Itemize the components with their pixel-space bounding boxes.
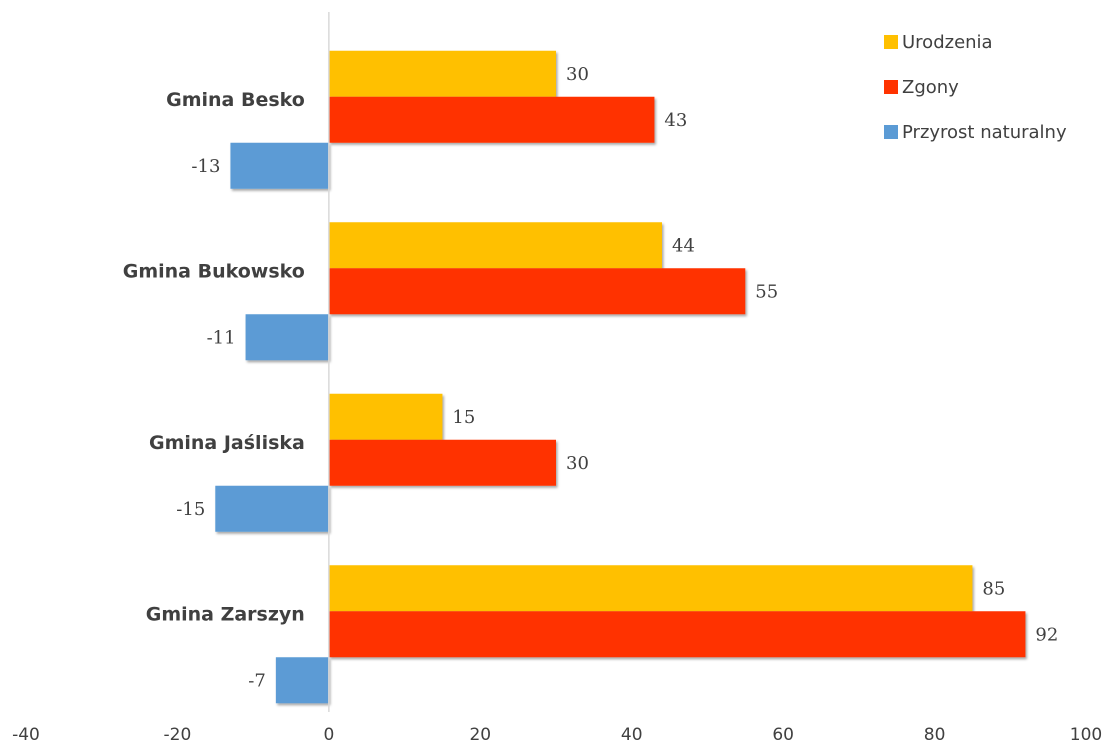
x-tick-label: 60 [772, 725, 794, 742]
data-label-przyrost-naturalny-gmina-zarszyn: -7 [248, 670, 266, 691]
x-tick-label: 20 [469, 725, 491, 742]
bar-przyrost-naturalny-gmina-bukowsko [245, 314, 329, 361]
legend-swatch-przyrost-naturalny [884, 125, 898, 139]
legend-swatch-urodzenia [884, 35, 898, 49]
data-label-urodzenia-gmina-jasliska: 15 [452, 407, 475, 428]
x-tick-label: 0 [323, 725, 334, 742]
x-axis-ticks: -40 -20 0 20 40 60 80 100 [12, 725, 1102, 742]
bar-urodzenia-gmina-besko [328, 50, 556, 97]
bar-przyrost-naturalny-gmina-zarszyn [275, 657, 329, 704]
bar-zgony-gmina-jasliska [328, 439, 556, 486]
data-label-zgony-gmina-besko: 43 [664, 110, 687, 131]
labels-layer: Gmina Besko 30 43 -13 Gmina Bukowsko 44 55 -11 G… [123, 64, 1059, 692]
legend-label-przyrost-naturalny: Przyrost naturalny [902, 122, 1067, 143]
data-label-urodzenia-gmina-zarszyn: 85 [982, 578, 1005, 599]
x-tick-label: -20 [164, 725, 192, 742]
x-tick-label: 80 [924, 725, 946, 742]
data-label-urodzenia-gmina-besko: 30 [566, 64, 589, 85]
legend-label-zgony: Zgony [902, 77, 959, 98]
data-label-zgony-gmina-bukowsko: 55 [755, 281, 778, 302]
category-label-gmina-bukowsko: Gmina Bukowsko [123, 260, 305, 282]
bar-przyrost-naturalny-gmina-jasliska [215, 485, 329, 532]
data-label-przyrost-naturalny-gmina-jasliska: -15 [176, 499, 205, 520]
data-label-zgony-gmina-zarszyn: 92 [1035, 624, 1058, 645]
bars-layer [215, 50, 1026, 704]
x-tick-label: -40 [12, 725, 40, 742]
data-label-urodzenia-gmina-bukowsko: 44 [672, 235, 695, 256]
data-label-przyrost-naturalny-gmina-besko: -13 [191, 156, 220, 177]
bar-urodzenia-gmina-zarszyn [328, 565, 973, 612]
data-label-przyrost-naturalny-gmina-bukowsko: -11 [207, 327, 236, 348]
bar-urodzenia-gmina-jasliska [328, 393, 443, 440]
x-tick-label: 100 [1070, 725, 1102, 742]
legend: Urodzenia Zgony Przyrost naturalny [884, 32, 1067, 143]
bar-urodzenia-gmina-bukowsko [328, 222, 662, 269]
data-label-zgony-gmina-jasliska: 30 [566, 453, 589, 474]
bar-zgony-gmina-besko [328, 96, 655, 143]
category-label-gmina-zarszyn: Gmina Zarszyn [146, 603, 305, 625]
category-label-gmina-besko: Gmina Besko [166, 89, 305, 111]
x-tick-label: 40 [621, 725, 643, 742]
bar-zgony-gmina-zarszyn [328, 611, 1026, 658]
legend-label-urodzenia: Urodzenia [902, 32, 993, 53]
bar-zgony-gmina-bukowsko [328, 268, 746, 315]
category-label-gmina-jasliska: Gmina Jaśliska [149, 432, 305, 454]
bar-przyrost-naturalny-gmina-besko [230, 142, 329, 189]
legend-swatch-zgony [884, 80, 898, 94]
